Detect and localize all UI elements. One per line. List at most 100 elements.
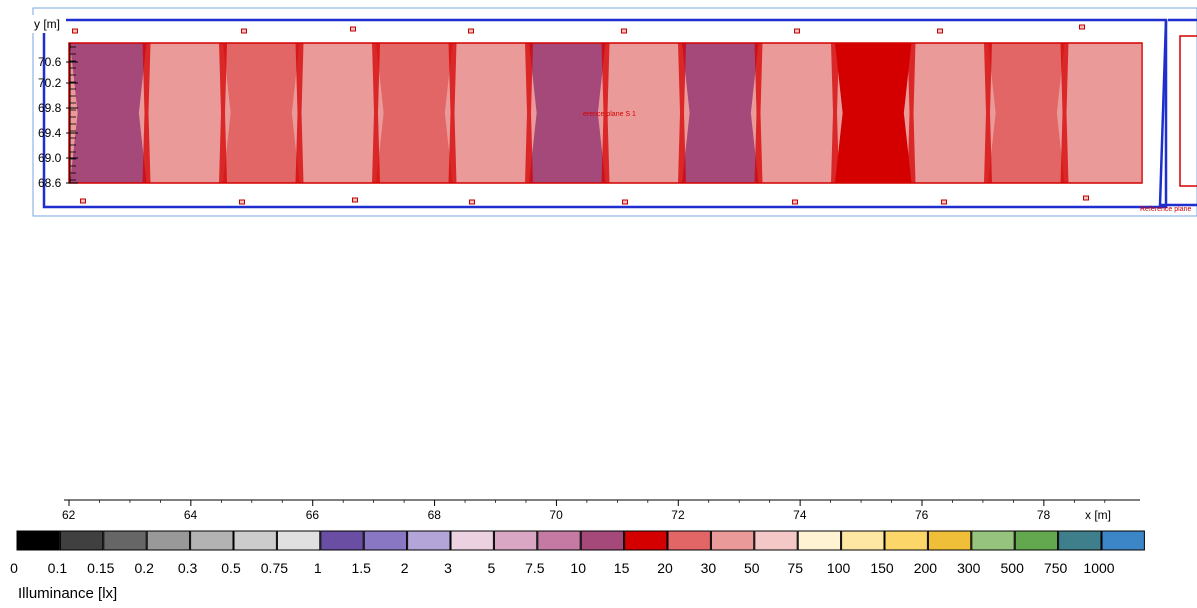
legend-level-label: 0.1: [48, 560, 68, 576]
reference-plane-border: [68, 42, 1143, 184]
x-tick-label: 76: [915, 508, 929, 522]
x-tick-label: 72: [671, 508, 685, 522]
luminaire-marker: [72, 28, 78, 34]
heat-boundary: [295, 43, 304, 183]
legend-level-label: 0.3: [178, 560, 198, 576]
legend-swatch: [233, 530, 277, 551]
legend-swatch: [667, 530, 711, 551]
heat-boundary: [831, 43, 839, 183]
legend-swatch: [407, 530, 451, 551]
legend-swatch: [450, 530, 494, 551]
legend-level-label: 750: [1044, 560, 1068, 576]
heat-contour: [86, 51, 130, 175]
legend-swatch: [1058, 530, 1102, 551]
luminaire-marker: [350, 26, 356, 32]
heat-contour: [698, 51, 742, 175]
heat-boundary: [219, 43, 227, 183]
legend-swatch: [320, 530, 364, 551]
heat-contour: [928, 51, 972, 175]
legend-level-label: 10: [570, 560, 586, 576]
luminaire-marker: [468, 28, 474, 34]
heat-contour: [1081, 51, 1125, 175]
heat-boundary: [1060, 43, 1069, 183]
y-axis: y [m] 70.6 70.2 69.8 69.4 69.0 68.6: [30, 15, 78, 190]
heat-boundary: [372, 43, 380, 183]
legend-level-label: 2: [401, 560, 409, 576]
legend-swatch: [190, 530, 234, 551]
luminaire-marker: [621, 28, 627, 34]
legend-swatch: [797, 530, 842, 551]
legend-swatch: [1014, 530, 1059, 551]
legend-swatch: [754, 530, 798, 551]
luminaire-markers: [72, 24, 1089, 205]
heatmap-area: [70, 43, 1141, 183]
legend-level-label: 20: [657, 560, 673, 576]
y-axis-label-bg: [30, 15, 66, 33]
heat-contour: [851, 51, 895, 175]
legend-swatch: [493, 530, 538, 551]
legend-swatch: [884, 530, 928, 551]
luminaire-marker: [1083, 195, 1089, 201]
heat-boundary: [754, 43, 763, 183]
legend-swatch: [927, 530, 972, 551]
luminaire-marker: [469, 199, 475, 205]
room-outline-bold: [42, 18, 1168, 209]
heat-contour: [392, 51, 436, 175]
legend-level-label: 7.5: [525, 560, 545, 576]
legend-swatch: [103, 530, 147, 551]
luminaire-marker: [1079, 24, 1085, 30]
legend-level-label: 500: [1001, 560, 1025, 576]
x-tick-label: 74: [793, 508, 807, 522]
x-axis-label: x [m]: [1085, 508, 1111, 522]
legend-level-label: 50: [744, 560, 760, 576]
legend-level-label: 30: [701, 560, 717, 576]
legend-swatch: [1101, 530, 1145, 551]
legend-swatch: [363, 530, 408, 551]
legend-swatch: [16, 530, 60, 551]
heat-contour: [239, 51, 283, 175]
legend: 0 0.1 0.15 0.2 0.3 0.5 0.75 1 1.5 2 3 5 7.5 10 15 20 30 5…: [10, 530, 1145, 576]
x-axis: 62 64 66 68 70 72 74 76 78 x [m]: [62, 499, 1140, 522]
heat-boundary: [601, 43, 610, 183]
legend-level-label: 0.2: [134, 560, 154, 576]
y-tick-label: 69.0: [38, 151, 62, 165]
legend-swatch: [146, 530, 191, 551]
luminaire-marker: [622, 199, 628, 205]
heat-contour: [622, 51, 666, 175]
y-tick-label: 69.4: [38, 126, 62, 140]
heat-contour: [1004, 51, 1048, 175]
legend-level-label: 5: [488, 560, 496, 576]
luminaire-marker: [241, 28, 247, 34]
legend-swatch: [710, 530, 755, 551]
legend-level-label: 150: [870, 560, 894, 576]
y-axis-label: y [m]: [34, 17, 60, 31]
legend-level-label: 0.75: [261, 560, 288, 576]
heat-boundary: [525, 43, 533, 183]
heat-boundary: [448, 43, 457, 183]
heat-boundary: [907, 43, 916, 183]
legend-level-label: 0: [10, 560, 18, 576]
luminaire-marker: [792, 199, 798, 205]
luminaire-marker: [794, 28, 800, 34]
side-plane-label: Reference plane: [1140, 206, 1191, 213]
legend-swatch: [971, 530, 1015, 551]
luminaire-marker: [352, 197, 358, 203]
y-tick-label: 70.6: [38, 55, 62, 69]
y-tick-label: 70.2: [38, 76, 62, 90]
legend-title: Illuminance [lx]: [18, 585, 118, 602]
heat-contour: [163, 51, 207, 175]
luminaire-marker: [239, 199, 245, 205]
x-tick-label: 66: [306, 508, 320, 522]
legend-swatch: [624, 530, 668, 551]
side-plane-box: [1179, 35, 1197, 187]
luminaire-marker: [941, 199, 947, 205]
x-tick-label: 64: [184, 508, 198, 522]
legend-level-label: 100: [827, 560, 851, 576]
y-tick-label: 69.8: [38, 101, 62, 115]
x-tick-label: 70: [549, 508, 563, 522]
y-tick-label: 68.6: [38, 176, 62, 190]
heat-contour: [469, 51, 513, 175]
legend-swatch: [276, 530, 321, 551]
heat-contour: [775, 51, 819, 175]
